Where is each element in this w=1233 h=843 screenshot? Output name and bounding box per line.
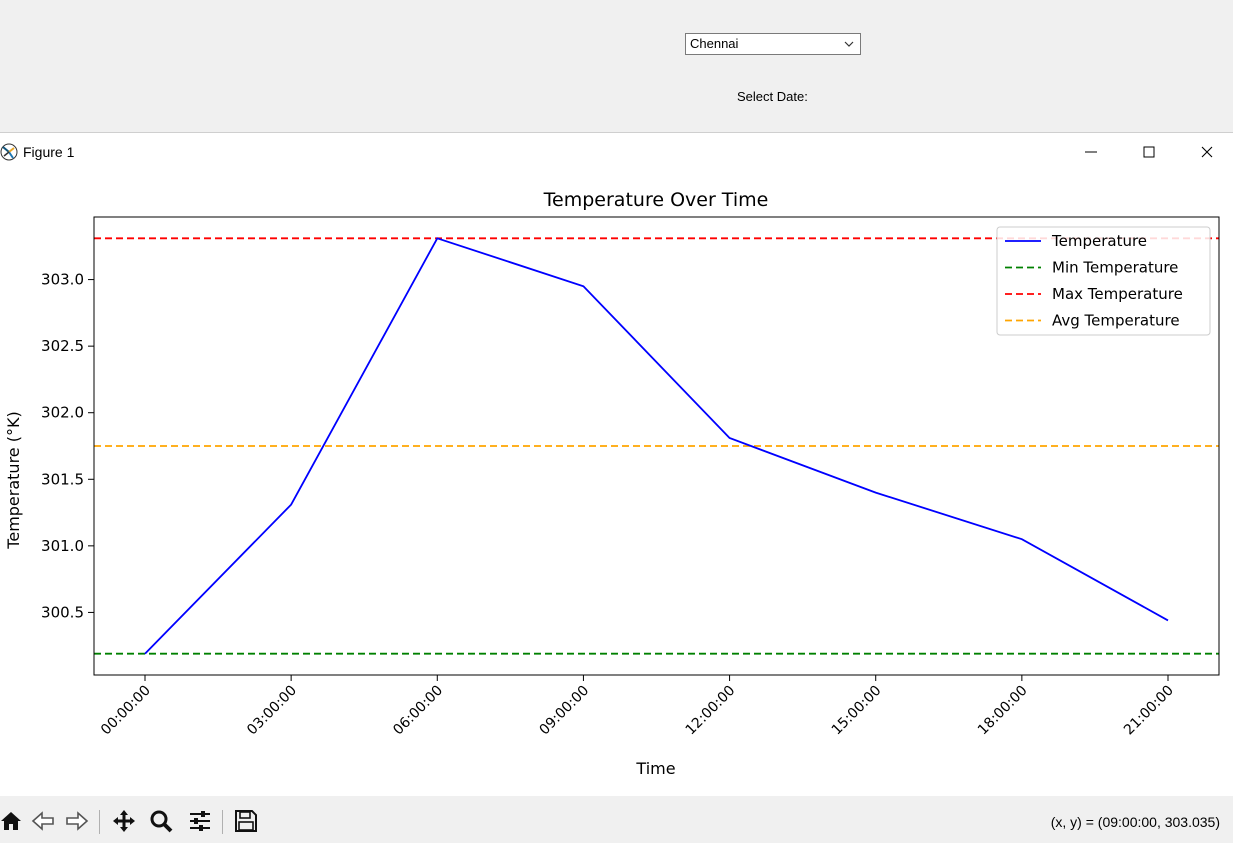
x-tick-label: 18:00:00	[975, 683, 1031, 739]
y-axis-label: Temperature (°K)	[4, 411, 23, 549]
toolbar-separator	[222, 810, 223, 834]
x-axis-label: Time	[635, 759, 675, 778]
y-tick-label: 300.5	[41, 603, 84, 621]
temperature-chart: Temperature Over Time Time Temperature (…	[4, 189, 1220, 778]
y-tick-label: 302.0	[41, 404, 84, 422]
back-button[interactable]	[30, 808, 56, 834]
figure-window: Figure 1 Temperature Over Time Time Temp…	[0, 132, 1233, 843]
save-button[interactable]	[233, 808, 259, 834]
back-icon	[31, 811, 54, 831]
plot-frame	[93, 216, 1220, 676]
x-tick-label: 03:00:00	[244, 683, 300, 739]
minimize-button[interactable]	[1062, 133, 1120, 171]
forward-icon	[66, 811, 89, 831]
zoom-button[interactable]	[148, 808, 174, 834]
pan-button[interactable]	[111, 808, 137, 834]
y-tick-label: 303.0	[41, 271, 84, 289]
x-tick-label: 00:00:00	[98, 683, 154, 739]
x-tick-label: 09:00:00	[536, 683, 592, 739]
legend-label: Min Temperature	[1052, 259, 1178, 277]
select-date-label: Select Date:	[737, 89, 808, 104]
chart-title: Temperature Over Time	[543, 189, 769, 211]
x-tick-label: 06:00:00	[390, 683, 446, 739]
matplotlib-icon	[0, 143, 18, 161]
home-icon	[1, 812, 21, 830]
temperature-series-line	[144, 237, 1169, 655]
y-tick-label: 301.5	[41, 470, 84, 488]
zoom-icon	[150, 810, 173, 833]
close-button[interactable]	[1178, 133, 1233, 171]
y-tick-label: 301.0	[41, 537, 84, 555]
home-button[interactable]	[0, 808, 24, 834]
pan-icon	[113, 810, 135, 832]
city-select-value: Chennai	[690, 36, 739, 51]
configure-subplots-icon	[190, 811, 210, 831]
maximize-icon	[1143, 146, 1155, 158]
legend-box	[996, 226, 1211, 336]
city-select[interactable]: Chennai	[685, 33, 861, 55]
window-titlebar[interactable]: Figure 1	[0, 133, 1233, 171]
y-tick-label: 302.5	[41, 337, 84, 355]
window-title: Figure 1	[23, 144, 75, 160]
x-tick-label: 12:00:00	[683, 683, 739, 739]
plot-canvas[interactable]: Temperature Over Time Time Temperature (…	[0, 171, 1233, 796]
chevron-down-icon	[844, 41, 854, 47]
cursor-coordinates: (x, y) = (09:00:00, 303.035)	[1050, 814, 1220, 830]
save-icon	[235, 810, 257, 832]
navigation-toolbar: (x, y) = (09:00:00, 303.035)	[0, 796, 1233, 843]
x-tick-label: 21:00:00	[1121, 683, 1177, 739]
legend: Temperature Min Temperature Max Temperatur…	[996, 226, 1211, 336]
toolbar-separator	[99, 810, 100, 834]
legend-label: Max Temperature	[1052, 285, 1183, 303]
legend-label: Temperature	[1051, 232, 1147, 250]
app-window: Chennai Select Date:	[0, 0, 1233, 132]
minimize-icon	[1085, 151, 1097, 153]
legend-label: Avg Temperature	[1052, 312, 1180, 330]
maximize-button[interactable]	[1120, 133, 1178, 171]
configure-subplots-button[interactable]	[187, 808, 213, 834]
close-icon	[1201, 146, 1213, 158]
forward-button[interactable]	[64, 808, 90, 834]
x-tick-label: 15:00:00	[829, 683, 885, 739]
